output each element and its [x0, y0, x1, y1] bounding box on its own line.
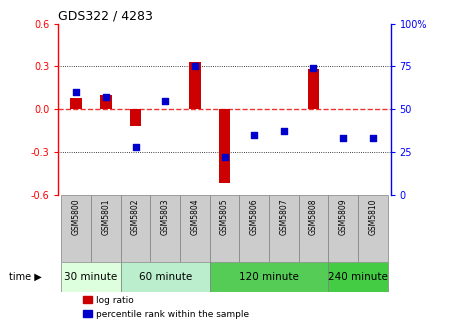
Point	[369, 136, 376, 141]
Text: GSM5808: GSM5808	[309, 198, 318, 235]
Text: GSM5806: GSM5806	[250, 198, 259, 235]
Text: GSM5810: GSM5810	[368, 198, 377, 235]
Bar	[328, 195, 358, 262]
Text: GSM5800: GSM5800	[72, 198, 81, 235]
Point	[132, 144, 139, 150]
Bar	[100, 95, 112, 109]
Point	[339, 136, 347, 141]
Text: GSM5801: GSM5801	[101, 198, 110, 235]
Bar	[239, 195, 269, 262]
Bar	[91, 195, 121, 262]
Point	[162, 98, 169, 103]
Text: GSM5805: GSM5805	[220, 198, 229, 235]
Bar	[358, 195, 387, 262]
Text: GSM5802: GSM5802	[131, 198, 140, 235]
Text: 240 minute: 240 minute	[328, 272, 388, 282]
Point	[280, 129, 287, 134]
Legend: log ratio, percentile rank within the sample: log ratio, percentile rank within the sa…	[79, 292, 252, 322]
Bar	[328, 262, 387, 292]
Bar	[269, 195, 299, 262]
Point	[251, 132, 258, 138]
Text: GSM5803: GSM5803	[161, 198, 170, 235]
Point	[310, 66, 317, 71]
Point	[191, 64, 198, 69]
Bar	[299, 195, 328, 262]
Bar	[70, 98, 82, 109]
Bar	[189, 62, 201, 109]
Text: 120 minute: 120 minute	[239, 272, 299, 282]
Point	[102, 94, 110, 100]
Text: 30 minute: 30 minute	[64, 272, 118, 282]
Text: time ▶: time ▶	[9, 272, 42, 282]
Bar	[62, 262, 121, 292]
Text: GSM5804: GSM5804	[190, 198, 199, 235]
Bar	[180, 195, 210, 262]
Text: GDS322 / 4283: GDS322 / 4283	[58, 9, 153, 23]
Bar	[210, 262, 328, 292]
Bar	[62, 195, 91, 262]
Bar	[308, 69, 319, 109]
Text: 60 minute: 60 minute	[139, 272, 192, 282]
Bar	[130, 109, 141, 126]
Text: GSM5809: GSM5809	[339, 198, 348, 235]
Text: GSM5807: GSM5807	[279, 198, 288, 235]
Bar	[210, 195, 239, 262]
Bar	[219, 109, 230, 183]
Bar	[121, 195, 150, 262]
Bar	[150, 195, 180, 262]
Point	[73, 89, 80, 95]
Point	[221, 155, 228, 160]
Bar	[121, 262, 210, 292]
